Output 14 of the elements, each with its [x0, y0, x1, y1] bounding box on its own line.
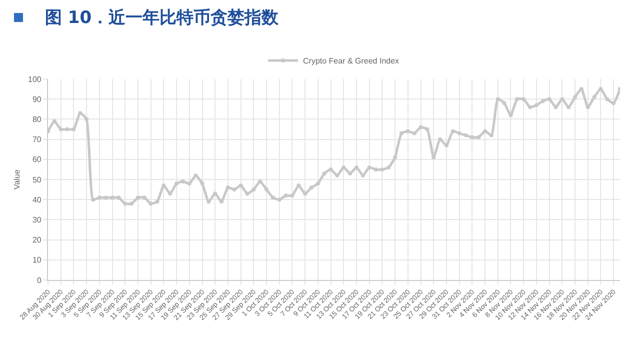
- y-tick-label: 0: [36, 276, 42, 285]
- y-tick-label: 30: [32, 216, 42, 224]
- y-tick-label: 90: [32, 94, 42, 104]
- y-tick-label: 40: [32, 195, 42, 204]
- legend-label: Crypto Fear & Greed Index: [303, 56, 400, 66]
- y-tick-label: 10: [32, 256, 42, 265]
- y-tick-label: 50: [32, 175, 42, 184]
- y-tick-label: 60: [32, 155, 42, 164]
- y-tick-label: 100: [28, 74, 42, 84]
- y-tick-label: 20: [32, 236, 42, 245]
- y-tick-label: 70: [32, 135, 42, 144]
- y-axis-title: Value: [12, 169, 22, 190]
- y-tick-label: 80: [32, 115, 42, 124]
- chart-title: 图 10．近一年比特币贪婪指数: [45, 6, 279, 28]
